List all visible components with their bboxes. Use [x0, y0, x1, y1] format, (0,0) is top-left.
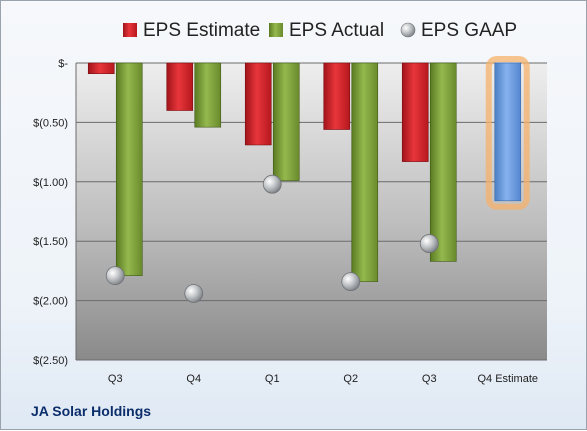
bar-eps-estimate: [401, 62, 429, 162]
y-tick-label: $(0.50): [33, 117, 68, 129]
legend: EPS Estimate EPS Actual EPS GAAP: [123, 20, 517, 41]
marker-eps-gaap: [341, 272, 361, 291]
bar-eps-actual: [351, 62, 379, 282]
marker-eps-gaap: [419, 234, 439, 253]
company-name: JA Solar Holdings: [31, 403, 152, 419]
y-tick-label: $(2.00): [33, 296, 68, 308]
legend-label: EPS Estimate: [143, 20, 260, 41]
legend-swatch: [123, 23, 137, 37]
bar-eps-actual: [115, 62, 143, 276]
bar-eps-actual: [272, 62, 300, 181]
bar-eps-actual: [194, 62, 222, 128]
bar-eps-estimate-forecast: [494, 62, 522, 202]
x-category-label: Q3: [108, 373, 123, 385]
legend-label: EPS Actual: [289, 20, 384, 41]
legend-swatch: [400, 22, 416, 38]
x-axis: Q3 Q4 Q1 Q2 Q3 Q4 Estimate: [108, 373, 538, 385]
y-tick-label: $(1.00): [33, 177, 68, 189]
legend-label: EPS GAAP: [421, 20, 517, 41]
bar-eps-estimate: [244, 62, 272, 146]
bar-eps-estimate: [87, 62, 115, 74]
y-tick-label: $(2.50): [33, 355, 68, 367]
bar-eps-actual: [429, 62, 457, 262]
x-category-label: Q4 Estimate: [477, 373, 538, 385]
bar-eps-estimate: [166, 62, 194, 111]
plot-area: [76, 63, 547, 360]
x-category-label: Q1: [265, 373, 280, 385]
y-axis: $- $(0.50) $(1.00) $(1.50) $(2.00) $(2.50): [33, 58, 77, 367]
x-category-label: Q2: [343, 373, 358, 385]
marker-eps-gaap: [105, 266, 125, 286]
marker-eps-gaap: [184, 284, 204, 303]
bars: [87, 56, 530, 282]
y-tick-label: $-: [58, 58, 68, 70]
grid-lines: [76, 62, 547, 361]
gaap-markers: [105, 174, 439, 303]
estimate-glow: [485, 56, 530, 210]
x-category-label: Q4: [186, 373, 201, 385]
marker-eps-gaap: [262, 174, 282, 194]
legend-swatch: [269, 23, 283, 37]
x-category-label: Q3: [422, 373, 437, 385]
y-tick-label: $(1.50): [33, 236, 68, 248]
bar-eps-estimate: [323, 62, 351, 130]
